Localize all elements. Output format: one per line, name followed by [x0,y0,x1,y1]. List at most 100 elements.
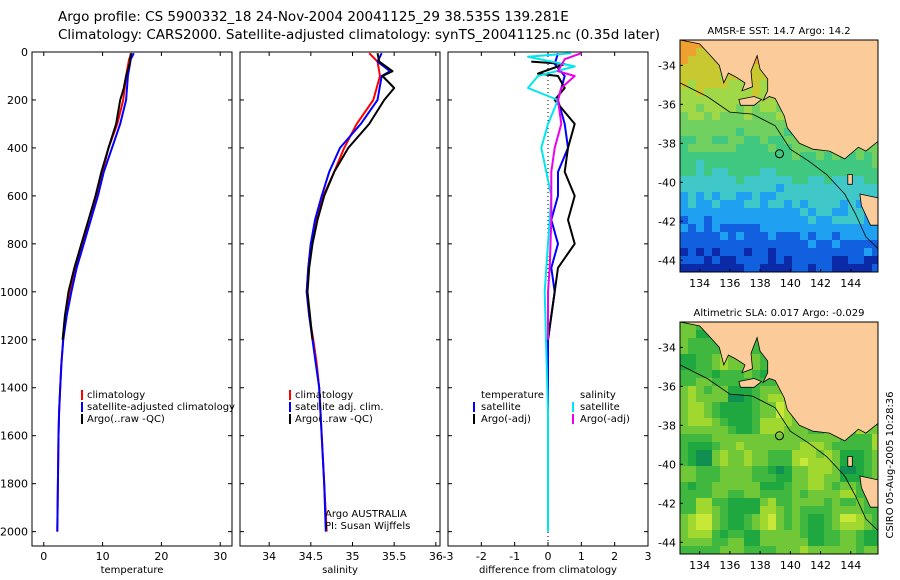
map-cell [696,522,705,531]
map-cell [776,264,785,272]
y-tick-label: 2000 [0,526,28,539]
map-cell [744,530,753,539]
y-tick-label: 1000 [0,286,28,299]
map-cell [728,402,737,411]
map-cell [752,482,761,491]
map-cell [680,120,689,129]
map-cell [712,80,721,89]
map-cell [792,434,801,443]
map-cell [840,192,849,201]
map-cell [824,538,833,547]
map-cell [728,514,737,523]
x-tick-label: -3 [443,550,454,563]
map-cell [840,442,849,451]
map-cell [688,434,697,443]
map-cell [768,216,777,225]
map-cell [752,168,761,177]
map-cell [808,184,817,193]
map-cell [776,232,785,241]
map-cell [704,240,713,249]
map-cell [680,232,689,241]
map-cell [712,370,721,379]
map-cell [712,450,721,459]
map-cell [776,474,785,483]
map-cell [824,160,833,169]
map-cell [784,482,793,491]
map-cell [872,474,878,483]
map-cell [728,240,737,249]
map-cell [744,128,753,137]
map-cell [816,458,825,467]
x-tick-label: 0 [40,550,47,563]
map-cell [808,458,817,467]
map-cell [688,224,697,233]
map-cell [752,498,761,507]
map-cell [760,184,769,193]
map-cell [792,200,801,209]
map-cell [688,362,697,371]
map-cell [832,176,841,185]
map-cell [768,176,777,185]
map-cell [704,56,713,65]
map-cell [744,168,753,177]
map-cell [736,104,745,113]
map-cell [784,128,793,137]
map-cell [768,546,777,554]
map-cell [680,40,689,49]
map-cell [720,128,729,137]
map-cell [744,256,753,265]
map-cell [760,264,769,272]
map-cell [680,96,689,105]
map-cell [792,264,801,272]
map-cell [688,522,697,531]
map-cell [800,224,809,233]
map-cell [776,498,785,507]
map-cell [808,216,817,225]
map-cell [712,354,721,363]
map-cell [848,434,857,443]
map-cell [752,354,761,363]
map-cell [848,232,857,241]
map-cell [784,232,793,241]
map-cell [824,530,833,539]
map-cell [728,426,737,435]
map-cell [792,522,801,531]
map-cell [696,120,705,129]
map-cell [736,232,745,241]
map-cell [744,112,753,121]
map-cell [752,224,761,233]
map-cell [872,168,878,177]
map-cell [704,192,713,201]
map-cell [712,72,721,81]
map-cell [728,72,737,81]
map-y-tick-label: -38 [658,137,676,150]
map-cell [704,152,713,161]
map-cell [696,474,705,483]
map-cell [760,112,769,121]
map-cell [720,458,729,467]
map-cell [712,152,721,161]
map-cell [696,450,705,459]
map-cell [720,232,729,241]
map-cell [800,168,809,177]
map-cell [736,362,745,371]
map-cell [768,538,777,547]
map-cell [752,208,761,217]
map-cell [696,362,705,371]
map-cell [792,184,801,193]
map-cell [768,474,777,483]
map-cell [680,434,689,443]
map-frame [679,39,879,273]
map-cell [768,450,777,459]
map-cell [752,418,761,427]
map-cell [800,208,809,217]
map-panel-sst: AMSR-E SST: 14.7 Argo: 14.2 134 136 138 140 1… [658,26,879,290]
map-cell [856,224,865,233]
map-cell [728,152,737,161]
map-cell [752,370,761,379]
map-cell [704,474,713,483]
map-cell [776,538,785,547]
map-cell [744,200,753,209]
map-cell [728,466,737,475]
map-cell [696,330,705,339]
